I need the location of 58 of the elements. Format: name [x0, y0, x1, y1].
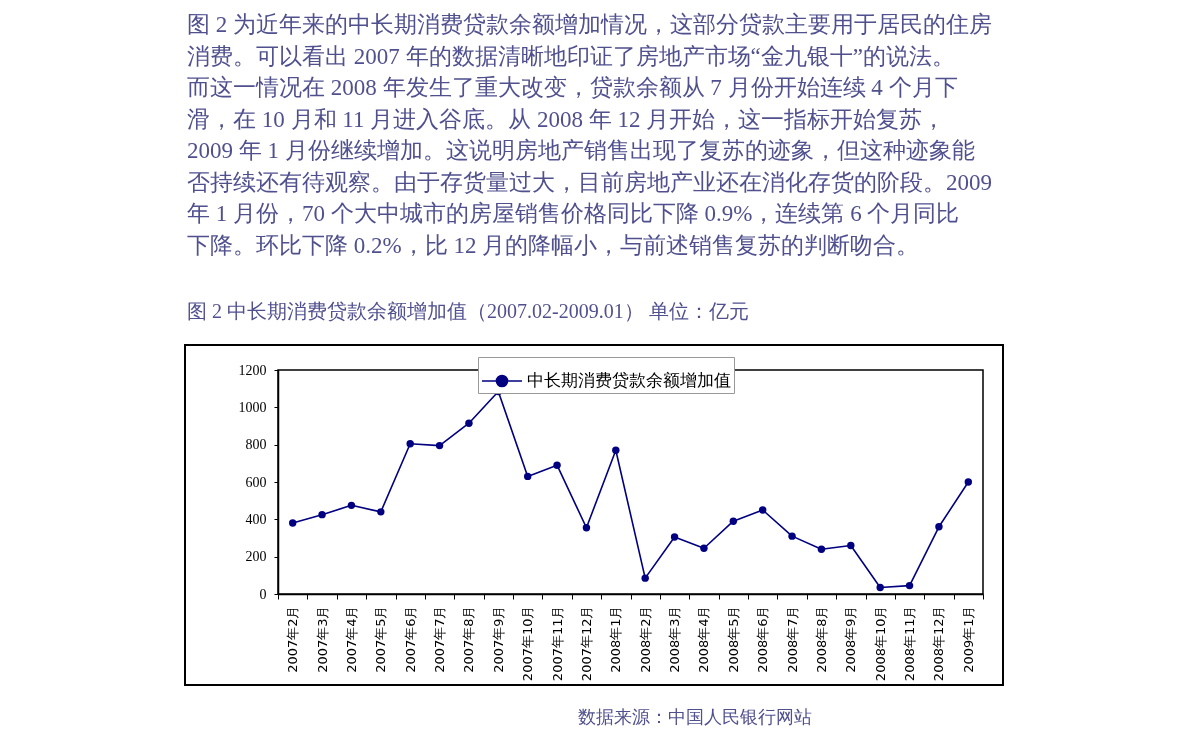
source-note: 数据来源：中国人民银行网站: [578, 707, 812, 727]
chart-title: 图 2 中长期消费贷款余额增加值（2007.02-2009.01） 单位：亿元: [187, 300, 749, 322]
point: [523, 472, 532, 481]
point: [641, 574, 649, 582]
x-tick-label: 2008年6月: [755, 605, 771, 673]
x-tick-label: 2008年5月: [725, 605, 741, 673]
legend-label: 中长期消费贷款余额增加值: [527, 371, 731, 390]
y-tick-label: 800: [245, 437, 267, 453]
point: [288, 519, 297, 527]
point: [847, 541, 855, 550]
point: [582, 524, 591, 532]
point: [435, 441, 444, 450]
x-tick-label: 2009年1月: [960, 605, 976, 673]
caption: 图 2 为近年来的中长期消费贷款余额增加情况，这部分贷款主要用于居民的住房消费。可以看出 2007 年的数据清晰地印证了房地产市场“金九银十”的说法。而这一情况在 2008 年发生了重大改变，贷款余额从 7 月份开始连续 4 个月下滑，在 10 月和 11 月进入谷底。从 2008 年 12 月开始，这一指标开始复苏，2009 年 1 月份继续增加。这说明房地产销售出现了复苏的迹象，但这种迹象能否持续还有待观察。由于存货量过大，目前房地产业还在消化存货的阶段。2009 年 1 月份，70 个大中城市的房屋销售价格同比下降 0.9%，连续第 6 个月同比下降。环比下降 0.2%，比 12 月的降幅小，与前述销售复苏的判断吻合。: [187, 12, 992, 258]
x-tick-label: 2007年9月: [490, 605, 506, 673]
x-tick-label: 2008年11月: [902, 605, 918, 682]
x-tick-label: 2008年3月: [667, 605, 683, 673]
x-tick-label: 2007年4月: [343, 605, 359, 673]
y-tick-label: 600: [245, 474, 267, 490]
point: [377, 508, 385, 516]
point: [670, 533, 679, 541]
point: [406, 440, 414, 448]
point: [876, 583, 884, 592]
y-tick-label: 1200: [238, 362, 267, 378]
point: [700, 544, 708, 552]
point: [788, 532, 796, 540]
y-tick-label: 0: [259, 586, 267, 602]
point: [817, 545, 826, 553]
x-tick-label: 2008年1月: [608, 605, 624, 673]
x-tick-label: 2008年10月: [872, 605, 888, 682]
x-tick-label: 2007年3月: [314, 605, 330, 673]
point: [318, 510, 326, 519]
x-tick-label: 2007年7月: [432, 605, 448, 673]
x-tick-label: 2007年10月: [520, 605, 536, 682]
y-tick-label: 400: [245, 511, 267, 527]
point: [553, 461, 561, 469]
x-tick-label: 2008年7月: [784, 605, 800, 673]
point: [758, 506, 767, 514]
x-tick-label: 2007年11月: [549, 605, 565, 682]
point: [465, 419, 473, 427]
x-tick-label: 2008年4月: [696, 605, 712, 673]
point: [612, 446, 620, 454]
point: [729, 517, 738, 525]
x-tick-label: 2007年8月: [461, 605, 477, 673]
x-tick-label: 2007年5月: [373, 605, 389, 673]
x-tick-label: 2007年6月: [402, 605, 418, 673]
point: [935, 523, 943, 531]
x-tick-label: 2007年12月: [578, 605, 594, 682]
y-tick-label: 200: [245, 549, 267, 565]
point: [964, 478, 973, 486]
x-tick-label: 2008年12月: [931, 605, 947, 682]
x-tick-label: 2007年2月: [285, 605, 301, 673]
x-tick-label: 2008年2月: [637, 605, 653, 673]
point: [347, 501, 356, 510]
point: [905, 581, 914, 590]
x-tick-label: 2008年8月: [813, 605, 829, 673]
x-tick-label: 2008年9月: [843, 605, 859, 673]
y-tick-label: 1000: [238, 399, 267, 415]
